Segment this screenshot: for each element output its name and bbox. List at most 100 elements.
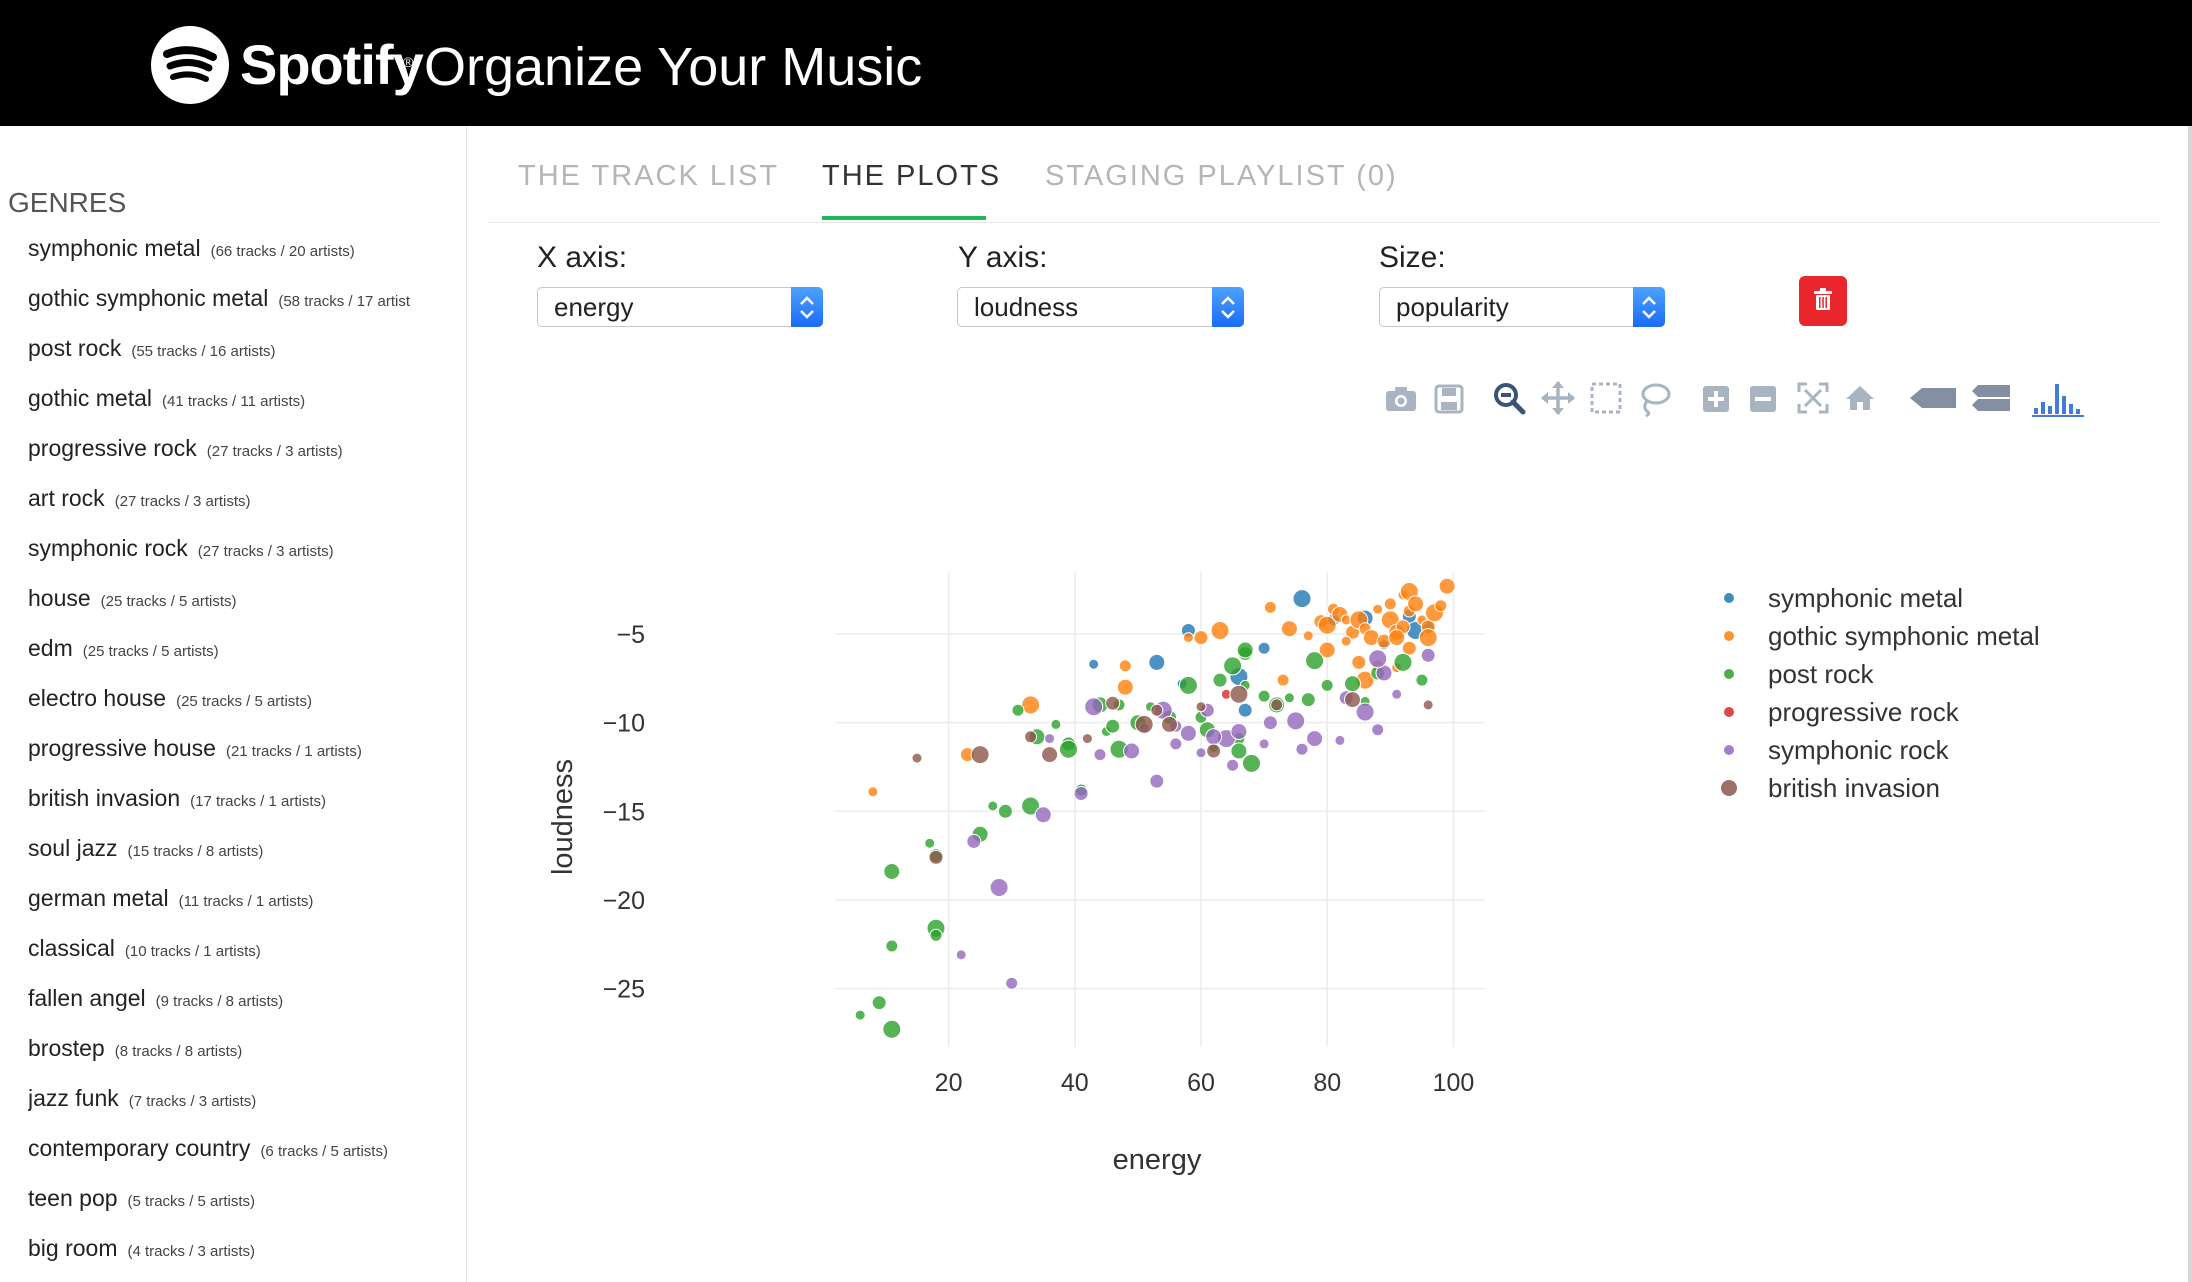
reset-axes-icon[interactable] — [1842, 376, 1878, 420]
tab-plots[interactable]: THE PLOTS — [822, 160, 1002, 192]
data-point[interactable] — [1116, 678, 1134, 696]
genre-item[interactable]: symphonic metal (66 tracks / 20 artists) — [28, 228, 464, 278]
data-point[interactable] — [1407, 595, 1425, 613]
lasso-select-icon[interactable] — [1636, 376, 1672, 420]
data-point[interactable] — [1081, 733, 1093, 745]
data-point[interactable] — [1195, 701, 1207, 713]
legend-label[interactable]: british invasion — [1768, 773, 1940, 803]
data-point[interactable] — [854, 1009, 866, 1021]
genre-item[interactable]: jazz funk (7 tracks / 3 artists) — [28, 1078, 464, 1128]
data-point[interactable] — [924, 837, 936, 849]
hover-closest-icon[interactable] — [1908, 376, 1958, 420]
data-point[interactable] — [885, 939, 899, 953]
data-point[interactable] — [1242, 753, 1261, 773]
data-point[interactable] — [1286, 711, 1306, 731]
data-point[interactable] — [1344, 675, 1361, 693]
data-point[interactable] — [989, 878, 1009, 897]
legend-marker[interactable] — [1724, 593, 1734, 603]
genre-item[interactable]: classical (10 tracks / 1 artists) — [28, 928, 464, 978]
data-point[interactable] — [1005, 976, 1019, 990]
data-point[interactable] — [1210, 621, 1230, 640]
data-point[interactable] — [1418, 628, 1438, 648]
legend-label[interactable]: symphonic rock — [1768, 735, 1950, 765]
genre-item[interactable]: fallen angel (9 tracks / 8 artists) — [28, 978, 464, 1028]
data-point[interactable] — [1011, 703, 1025, 717]
data-point[interactable] — [1263, 600, 1277, 614]
data-point[interactable] — [1148, 653, 1166, 671]
data-point[interactable] — [1093, 748, 1107, 762]
data-point[interactable] — [1024, 730, 1038, 744]
genre-item[interactable]: big room (4 tracks / 3 artists) — [28, 1228, 464, 1278]
data-point[interactable] — [997, 803, 1013, 819]
data-point[interactable] — [1073, 786, 1089, 801]
data-point[interactable] — [929, 928, 943, 942]
scatter-plot[interactable]: 20 40 60 80 100 −5 −10 −15 −20 −25 energy loudnes… — [520, 540, 2080, 1200]
genre-item[interactable]: gothic symphonic metal (58 tracks / 17 ar… — [28, 278, 464, 328]
plotly-logo-icon[interactable] — [2032, 376, 2086, 420]
data-point[interactable] — [1169, 737, 1183, 751]
data-point[interactable] — [1195, 747, 1207, 759]
genre-item[interactable]: post rock (55 tracks / 16 artists) — [28, 328, 464, 378]
legend-label[interactable]: post rock — [1768, 659, 1874, 689]
data-point[interactable] — [1257, 689, 1271, 703]
data-point[interactable] — [928, 849, 944, 865]
genre-item[interactable]: symphonic rock (27 tracks / 3 artists) — [28, 528, 464, 578]
data-point[interactable] — [1420, 647, 1436, 663]
y-axis-select[interactable]: loudness — [957, 287, 1244, 327]
delete-button[interactable] — [1799, 276, 1847, 326]
data-point[interactable] — [1355, 702, 1375, 722]
data-point[interactable] — [871, 995, 887, 1011]
genre-item[interactable]: contemporary country (6 tracks / 5 artist… — [28, 1128, 464, 1178]
data-point[interactable] — [1344, 691, 1361, 709]
data-point[interactable] — [1401, 640, 1417, 656]
data-point[interactable] — [1088, 658, 1100, 670]
data-point[interactable] — [1229, 684, 1249, 704]
data-point[interactable] — [1280, 620, 1298, 638]
genre-item[interactable]: progressive rock (27 tracks / 3 artists) — [28, 428, 464, 478]
genre-item[interactable]: gothic metal (41 tracks / 11 artists) — [28, 378, 464, 428]
data-point[interactable] — [1205, 728, 1223, 746]
data-point[interactable] — [955, 949, 967, 961]
data-point[interactable] — [1230, 742, 1248, 760]
legend-marker[interactable] — [1724, 745, 1734, 755]
data-point[interactable] — [1434, 599, 1448, 613]
box-select-icon[interactable] — [1588, 376, 1624, 420]
genre-item[interactable]: electro house (25 tracks / 5 artists) — [28, 678, 464, 728]
data-point[interactable] — [1182, 632, 1194, 644]
legend-label[interactable]: progressive rock — [1768, 697, 1960, 727]
data-point[interactable] — [867, 786, 879, 798]
data-point[interactable] — [1193, 630, 1209, 646]
data-point[interactable] — [1257, 641, 1271, 655]
zoom-out-icon[interactable] — [1745, 376, 1781, 420]
legend-label[interactable]: gothic symphonic metal — [1768, 621, 2040, 651]
data-point[interactable] — [1041, 746, 1059, 764]
size-select[interactable]: popularity — [1379, 287, 1665, 327]
data-point[interactable] — [1292, 589, 1312, 609]
data-point[interactable] — [1276, 673, 1290, 687]
data-point[interactable] — [1134, 714, 1154, 734]
data-point[interactable] — [1212, 672, 1228, 688]
data-point[interactable] — [1371, 723, 1385, 737]
data-point[interactable] — [1258, 738, 1270, 750]
data-point[interactable] — [1368, 649, 1388, 669]
legend-marker[interactable] — [1721, 780, 1737, 796]
legend-marker[interactable] — [1724, 669, 1734, 679]
data-point[interactable] — [1150, 703, 1164, 717]
data-point[interactable] — [1320, 678, 1334, 692]
data-point[interactable] — [1179, 724, 1197, 742]
data-point[interactable] — [1044, 733, 1056, 745]
data-point[interactable] — [883, 863, 901, 880]
zoom-in-icon[interactable] — [1698, 376, 1734, 420]
save-icon[interactable] — [1431, 376, 1467, 420]
data-point[interactable] — [1340, 635, 1352, 647]
data-point[interactable] — [1295, 742, 1309, 756]
legend-marker[interactable] — [1724, 631, 1734, 641]
data-point[interactable] — [1206, 743, 1222, 759]
data-point[interactable] — [1118, 659, 1132, 673]
data-point[interactable] — [1306, 730, 1324, 748]
genre-item[interactable]: progressive house (21 tracks / 1 artists) — [28, 728, 464, 778]
autoscale-icon[interactable] — [1795, 376, 1831, 420]
genre-item[interactable]: british invasion (17 tracks / 1 artists) — [28, 778, 464, 828]
data-point[interactable] — [1105, 718, 1121, 734]
data-point[interactable] — [966, 833, 982, 849]
